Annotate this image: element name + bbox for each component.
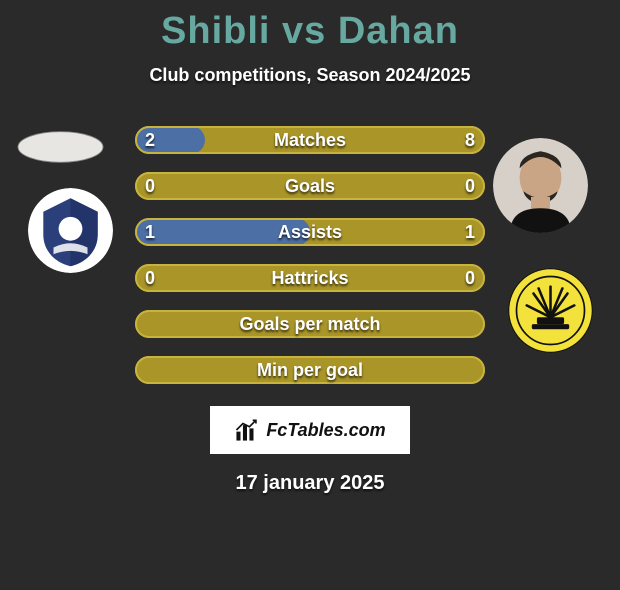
comparison-subtitle: Club competitions, Season 2024/2025	[0, 65, 620, 86]
stat-value-right: 8	[465, 130, 475, 151]
bars-icon	[234, 417, 260, 443]
stat-row: Min per goal	[135, 356, 485, 384]
player1-photo	[8, 130, 113, 164]
player2-club-badge	[508, 268, 593, 353]
stat-row: 2 8 Matches	[135, 126, 485, 154]
stats-container: 2 8 Matches 0 0 Goals 1 1 Assists 0 0 Hattricks Goal…	[135, 126, 485, 384]
stat-value-right: 1	[465, 222, 475, 243]
stat-label: Min per goal	[257, 360, 363, 381]
comparison-title: Shibli vs Dahan	[0, 10, 620, 53]
stat-value-left: 1	[145, 222, 155, 243]
stat-row: Goals per match	[135, 310, 485, 338]
stat-row: 0 0 Hattricks	[135, 264, 485, 292]
fctables-logo: FcTables.com	[210, 406, 410, 454]
stat-value-right: 0	[465, 268, 475, 289]
stat-label: Assists	[278, 222, 342, 243]
player1-club-badge	[28, 188, 113, 273]
stat-value-left: 2	[145, 130, 155, 151]
stat-value-right: 0	[465, 176, 475, 197]
stat-label: Goals per match	[239, 314, 380, 335]
stat-label: Matches	[274, 130, 346, 151]
stat-row: 0 0 Goals	[135, 172, 485, 200]
stat-label: Hattricks	[271, 268, 348, 289]
stat-value-left: 0	[145, 268, 155, 289]
player2-photo	[493, 138, 588, 233]
stat-row: 1 1 Assists	[135, 218, 485, 246]
stat-label: Goals	[285, 176, 335, 197]
fctables-logo-text: FcTables.com	[266, 420, 385, 441]
stat-value-left: 0	[145, 176, 155, 197]
comparison-date: 17 january 2025	[0, 472, 620, 495]
